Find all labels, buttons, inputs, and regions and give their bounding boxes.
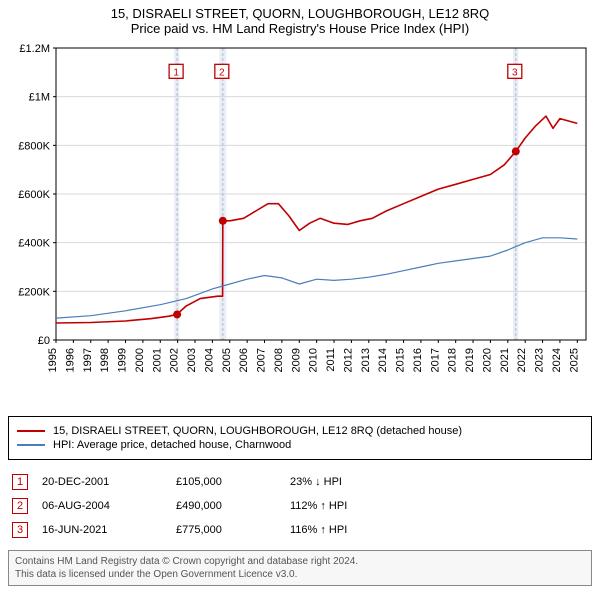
svg-text:2006: 2006 xyxy=(238,348,250,372)
svg-text:2024: 2024 xyxy=(551,348,563,372)
svg-text:2022: 2022 xyxy=(516,348,528,372)
legend-label: HPI: Average price, detached house, Char… xyxy=(53,439,291,451)
transaction-price: £490,000 xyxy=(176,500,276,512)
title-address: 15, DISRAELI STREET, QUORN, LOUGHBOROUGH… xyxy=(8,6,592,21)
transaction-price: £105,000 xyxy=(176,476,276,488)
legend-swatch xyxy=(17,444,45,446)
svg-text:£800K: £800K xyxy=(18,140,50,152)
transaction-pct: 112% ↑ HPI xyxy=(290,500,410,512)
footnote: Contains HM Land Registry data © Crown c… xyxy=(8,550,592,586)
svg-text:1999: 1999 xyxy=(117,348,129,372)
svg-text:2009: 2009 xyxy=(290,348,302,372)
svg-text:2007: 2007 xyxy=(256,348,268,372)
title-block: 15, DISRAELI STREET, QUORN, LOUGHBOROUGH… xyxy=(8,6,592,36)
svg-text:£0: £0 xyxy=(38,335,50,347)
title-subtitle: Price paid vs. HM Land Registry's House … xyxy=(8,21,592,36)
legend-row: HPI: Average price, detached house, Char… xyxy=(17,439,583,451)
svg-text:2000: 2000 xyxy=(134,348,146,372)
svg-text:2004: 2004 xyxy=(203,348,215,372)
svg-text:2002: 2002 xyxy=(169,348,181,372)
svg-text:2013: 2013 xyxy=(360,348,372,372)
svg-text:2011: 2011 xyxy=(325,348,337,372)
transaction-pct: 23% ↓ HPI xyxy=(290,476,410,488)
transaction-badge: 3 xyxy=(12,522,28,538)
svg-text:2016: 2016 xyxy=(412,348,424,372)
svg-text:£600K: £600K xyxy=(18,189,50,201)
transaction-row: 1 20-DEC-2001 £105,000 23% ↓ HPI xyxy=(8,470,592,494)
svg-text:2023: 2023 xyxy=(534,348,546,372)
svg-text:2020: 2020 xyxy=(481,348,493,372)
legend: 15, DISRAELI STREET, QUORN, LOUGHBOROUGH… xyxy=(8,416,592,460)
transaction-date: 20-DEC-2001 xyxy=(42,476,162,488)
svg-text:£400K: £400K xyxy=(18,238,50,250)
svg-text:1996: 1996 xyxy=(64,348,76,372)
legend-row: 15, DISRAELI STREET, QUORN, LOUGHBOROUGH… xyxy=(17,425,583,437)
svg-text:2005: 2005 xyxy=(221,348,233,372)
svg-text:2001: 2001 xyxy=(151,348,163,372)
svg-text:2003: 2003 xyxy=(186,348,198,372)
svg-text:2025: 2025 xyxy=(568,348,580,372)
svg-text:3: 3 xyxy=(512,67,518,78)
transaction-date: 16-JUN-2021 xyxy=(42,524,162,536)
footnote-line2: This data is licensed under the Open Gov… xyxy=(15,568,585,581)
transaction-badge: 1 xyxy=(12,474,28,490)
transactions-table: 1 20-DEC-2001 £105,000 23% ↓ HPI 2 06-AUG-200… xyxy=(8,470,592,542)
svg-text:2017: 2017 xyxy=(429,348,441,372)
svg-text:2014: 2014 xyxy=(377,348,389,372)
svg-text:1998: 1998 xyxy=(99,348,111,372)
svg-text:2019: 2019 xyxy=(464,348,476,372)
legend-swatch xyxy=(17,430,45,432)
svg-text:2: 2 xyxy=(219,67,225,78)
transaction-date: 06-AUG-2004 xyxy=(42,500,162,512)
svg-text:2008: 2008 xyxy=(273,348,285,372)
svg-text:2018: 2018 xyxy=(447,348,459,372)
svg-text:2021: 2021 xyxy=(499,348,511,372)
svg-text:1995: 1995 xyxy=(47,348,59,372)
chart: £0 £200K £400K £600K £800K £1M £1.2M 1995 1996 19… xyxy=(8,40,592,410)
transaction-price: £775,000 xyxy=(176,524,276,536)
legend-label: 15, DISRAELI STREET, QUORN, LOUGHBOROUGH… xyxy=(53,425,462,437)
transaction-row: 3 16-JUN-2021 £775,000 116% ↑ HPI xyxy=(8,518,592,542)
svg-text:2015: 2015 xyxy=(395,348,407,372)
root: 15, DISRAELI STREET, QUORN, LOUGHBOROUGH… xyxy=(0,0,600,592)
chart-svg: £0 £200K £400K £600K £800K £1M £1.2M 1995 1996 19… xyxy=(8,40,592,410)
svg-text:1: 1 xyxy=(173,67,179,78)
svg-text:£1M: £1M xyxy=(29,92,50,104)
footnote-line1: Contains HM Land Registry data © Crown c… xyxy=(15,555,585,568)
transaction-row: 2 06-AUG-2004 £490,000 112% ↑ HPI xyxy=(8,494,592,518)
svg-text:2012: 2012 xyxy=(342,348,354,372)
svg-text:£200K: £200K xyxy=(18,286,50,298)
svg-text:£1.2M: £1.2M xyxy=(19,43,50,55)
transaction-badge: 2 xyxy=(12,498,28,514)
transaction-pct: 116% ↑ HPI xyxy=(290,524,410,536)
svg-text:1997: 1997 xyxy=(82,348,94,372)
svg-text:2010: 2010 xyxy=(308,348,320,372)
